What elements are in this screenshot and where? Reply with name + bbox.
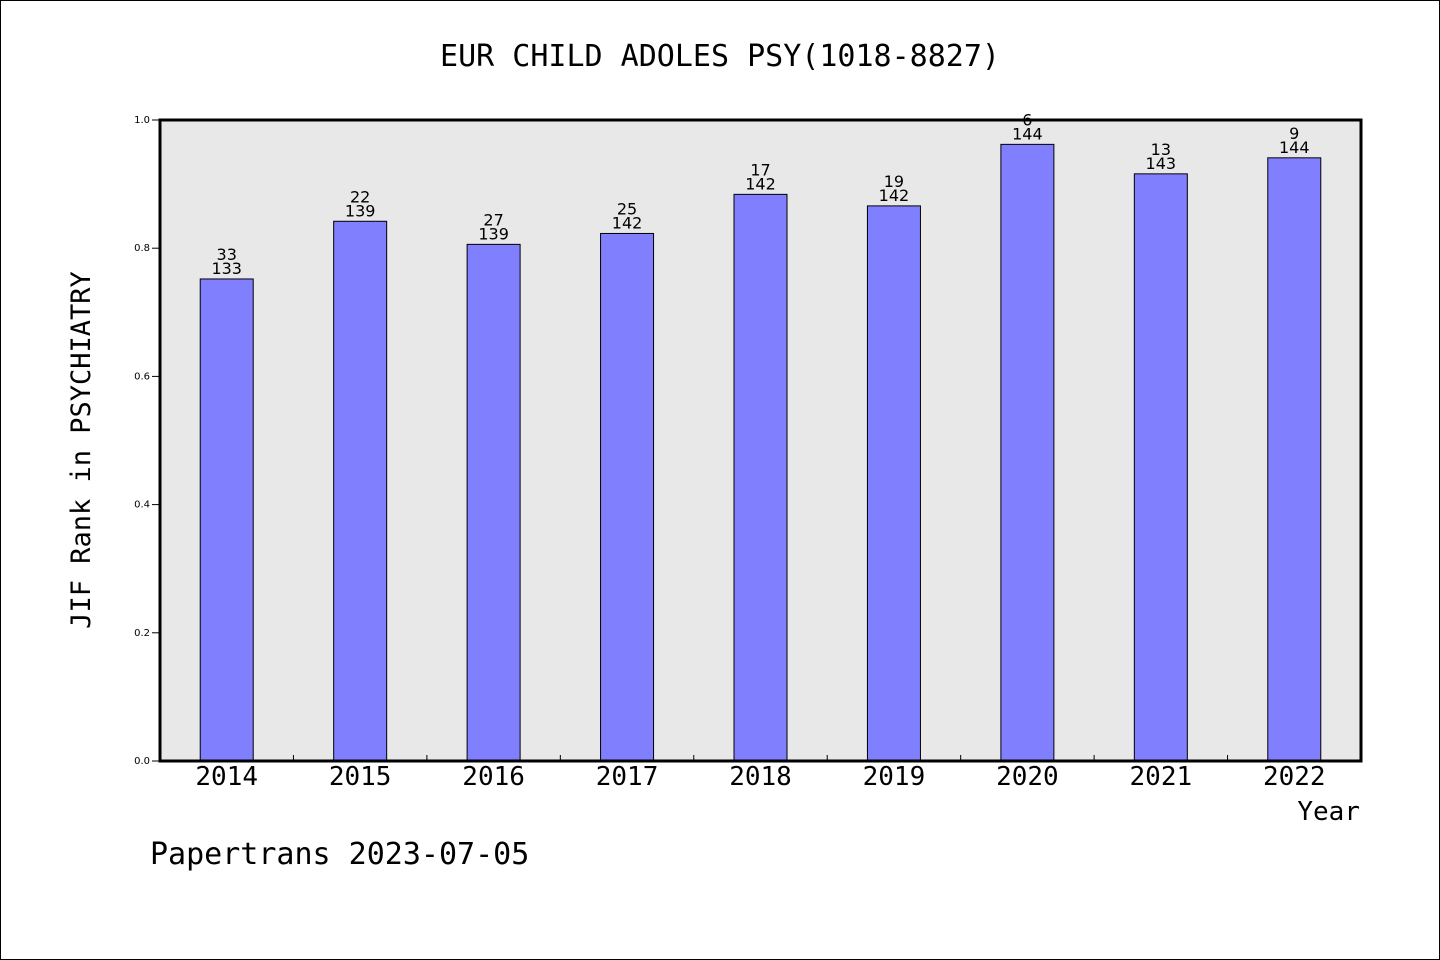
x-tick-label: 2022	[1263, 762, 1326, 792]
bar-rank-label: 19	[884, 172, 904, 191]
bar-rank-label: 22	[350, 187, 370, 206]
y-tick-label: 0.0	[134, 756, 150, 767]
x-tick-label: 2017	[596, 762, 659, 792]
bar	[333, 220, 388, 762]
x-tick-label: 2014	[195, 762, 258, 792]
bars	[199, 143, 1322, 762]
x-axis-label: Year	[1297, 797, 1360, 827]
bar-total-label: 144	[1012, 124, 1043, 143]
bar-rank-label: 13	[1151, 140, 1171, 159]
y-tick-label: 0.6	[134, 371, 150, 382]
bar-total-label: 144	[1279, 138, 1310, 157]
y-tick-label: 1.0	[134, 115, 150, 126]
bar-rank-label: 17	[750, 160, 770, 179]
bar	[1267, 157, 1322, 762]
x-tick-label: 2021	[1130, 762, 1193, 792]
bar-total-label: 143	[1146, 154, 1177, 173]
bar	[733, 193, 788, 762]
bar-rank-label: 25	[617, 199, 637, 218]
bar-total-label: 139	[345, 201, 376, 220]
bar-total-label: 139	[478, 224, 509, 243]
footer-credit: Papertrans 2023-07-05	[150, 837, 529, 872]
bar-total-label: 142	[612, 213, 643, 232]
x-tick-label: 2020	[996, 762, 1059, 792]
bar	[600, 232, 655, 762]
bar-rank-label: 9	[1289, 124, 1299, 143]
y-axis: 0.0 0.2 0.4 0.6 0.8 1.0	[134, 115, 160, 767]
bar-total-label: 142	[745, 174, 776, 193]
bar-rank-label: 33	[217, 245, 237, 264]
bar	[199, 278, 254, 762]
y-tick-label: 0.8	[134, 243, 150, 254]
bar	[466, 243, 521, 762]
x-tick-label: 2016	[462, 762, 525, 792]
x-axis: 2014 2015 2016 2017 2018 2019 2020 2021 2022	[195, 755, 1326, 792]
y-axis-label: JIF Rank in PSYCHIATRY	[66, 271, 97, 629]
bar-rank-label: 27	[483, 210, 503, 229]
plot-border	[158, 118, 1363, 763]
bar-total-label: 133	[211, 259, 242, 278]
chart-title: EUR CHILD ADOLES PSY(1018-8827)	[440, 39, 1000, 74]
y-tick-label: 0.2	[134, 628, 150, 639]
bar-total-label: 142	[879, 186, 910, 205]
bar	[1133, 173, 1188, 762]
x-tick-label: 2019	[863, 762, 926, 792]
bar	[866, 205, 921, 762]
x-tick-label: 2018	[729, 762, 792, 792]
x-tick-label: 2015	[329, 762, 392, 792]
y-tick-label: 0.4	[134, 500, 150, 511]
bar	[1000, 143, 1055, 762]
